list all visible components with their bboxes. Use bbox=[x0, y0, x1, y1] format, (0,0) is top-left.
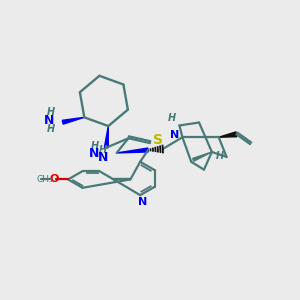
Text: H: H bbox=[167, 112, 176, 123]
Text: H: H bbox=[91, 141, 99, 151]
Text: CH₃: CH₃ bbox=[37, 175, 53, 184]
Text: H: H bbox=[216, 151, 224, 161]
Polygon shape bbox=[117, 148, 148, 153]
Polygon shape bbox=[62, 117, 84, 124]
Text: H: H bbox=[47, 124, 55, 134]
Text: H: H bbox=[99, 145, 107, 155]
Polygon shape bbox=[193, 152, 212, 161]
Text: N: N bbox=[170, 130, 179, 140]
Text: S: S bbox=[153, 133, 163, 147]
Text: N: N bbox=[88, 147, 99, 160]
Text: N: N bbox=[98, 152, 108, 164]
Text: N: N bbox=[137, 197, 147, 207]
Text: O: O bbox=[50, 174, 59, 184]
Polygon shape bbox=[219, 132, 237, 137]
Polygon shape bbox=[104, 126, 108, 148]
Text: N: N bbox=[44, 114, 54, 127]
Text: H: H bbox=[47, 107, 55, 117]
